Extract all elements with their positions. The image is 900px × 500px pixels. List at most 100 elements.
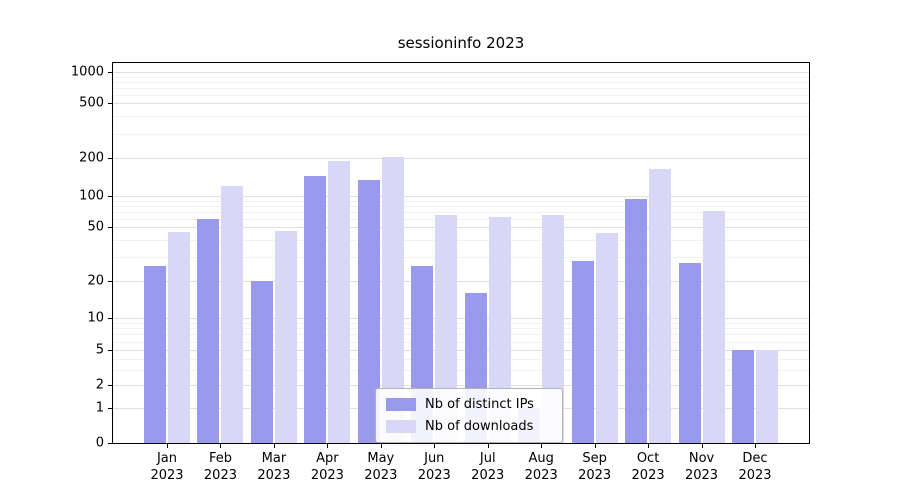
x-tick-mark <box>487 444 489 448</box>
legend: Nb of distinct IPs Nb of downloads <box>375 388 563 443</box>
legend-item-distinct-ips: Nb of distinct IPs <box>386 397 552 412</box>
x-tick-mark <box>327 444 329 448</box>
bar-downloads-jun <box>435 215 458 443</box>
minor-gridline <box>113 87 809 89</box>
bar-downloads-apr <box>328 160 351 443</box>
bar-downloads-aug <box>542 215 565 443</box>
bar-distinct-ips-jan <box>144 265 166 443</box>
y-tick-label: 10 <box>87 310 104 326</box>
major-gridline <box>113 385 809 386</box>
y-tick-mark <box>108 281 112 282</box>
bar-downloads-jul <box>488 217 511 443</box>
x-tick-mark <box>755 444 756 448</box>
x-tick-label: May 2023 <box>364 451 398 484</box>
x-tick-mark <box>541 444 543 448</box>
bar-downloads-sep <box>595 233 618 443</box>
minor-gridline <box>113 369 809 371</box>
minor-gridline <box>113 257 809 259</box>
minor-gridline <box>113 341 809 343</box>
bar-distinct-ips-sep <box>571 261 594 443</box>
y-tick-label: 20 <box>87 273 104 289</box>
minor-gridline <box>113 328 809 330</box>
y-tick-mark <box>108 103 112 104</box>
legend-label-downloads: Nb of downloads <box>425 419 534 434</box>
minor-gridline <box>113 200 809 202</box>
x-tick-mark <box>220 444 222 448</box>
y-tick-mark <box>108 443 112 444</box>
minor-gridline <box>113 358 809 360</box>
major-gridline <box>113 227 809 228</box>
major-gridline <box>113 281 809 282</box>
y-tick-mark <box>108 385 112 386</box>
x-tick-mark <box>167 444 168 448</box>
minor-gridline <box>113 322 809 324</box>
x-tick-label: Aug 2023 <box>524 451 558 484</box>
y-tick-mark <box>108 350 112 351</box>
y-tick-mark <box>108 158 112 159</box>
y-tick-mark <box>108 318 112 319</box>
y-tick-label: 1000 <box>70 64 104 80</box>
minor-gridline <box>113 240 809 242</box>
bar-distinct-ips-dec <box>732 350 754 443</box>
legend-swatch-distinct-ips <box>386 398 416 411</box>
major-gridline <box>113 158 809 159</box>
x-tick-label: Jan 2023 <box>150 451 184 484</box>
x-tick-mark <box>594 444 596 448</box>
x-tick-label: Apr 2023 <box>310 451 344 484</box>
x-tick-mark <box>273 444 275 448</box>
bar-downloads-may <box>381 156 404 443</box>
y-tick-mark <box>108 72 112 73</box>
y-tick-label: 500 <box>79 95 104 111</box>
x-tick-mark <box>434 444 436 448</box>
bar-downloads-dec <box>756 350 778 443</box>
minor-gridline <box>113 211 809 213</box>
x-tick-label: Mar 2023 <box>257 451 291 484</box>
minor-gridline <box>113 116 809 118</box>
bar-downloads-oct <box>649 168 672 443</box>
major-gridline <box>113 72 809 73</box>
x-tick-mark <box>648 444 650 448</box>
minor-gridline <box>113 218 809 220</box>
x-tick-mark <box>380 444 382 448</box>
bar-downloads-feb <box>221 186 244 443</box>
minor-gridline <box>113 133 809 135</box>
x-tick-label: Dec 2023 <box>738 451 772 484</box>
x-tick-label: Jul 2023 <box>471 451 505 484</box>
minor-gridline <box>113 81 809 83</box>
legend-label-distinct-ips: Nb of distinct IPs <box>425 397 534 412</box>
bar-distinct-ips-may <box>357 179 380 443</box>
plot-area: Nb of distinct IPs Nb of downloads <box>112 62 810 444</box>
x-tick-label: Nov 2023 <box>684 451 719 484</box>
y-tick-mark <box>108 408 112 409</box>
x-tick-label: Oct 2023 <box>631 451 665 484</box>
y-tick-label: 50 <box>87 219 104 235</box>
y-tick-label: 200 <box>79 150 104 166</box>
bar-downloads-nov <box>702 210 725 443</box>
legend-item-downloads: Nb of downloads <box>386 419 552 434</box>
major-gridline <box>113 103 809 104</box>
y-tick-label: 5 <box>95 342 104 358</box>
y-tick-label: 1 <box>95 400 104 416</box>
bar-downloads-mar <box>274 230 297 443</box>
major-gridline <box>113 196 809 197</box>
bar-distinct-ips-nov <box>678 263 701 443</box>
bar-distinct-ips-mar <box>250 281 273 443</box>
y-tick-mark <box>108 227 112 228</box>
minor-gridline <box>113 334 809 336</box>
x-tick-label: Sep 2023 <box>578 451 612 484</box>
x-tick-label: Jun 2023 <box>417 451 451 484</box>
bar-distinct-ips-apr <box>304 175 327 443</box>
minor-gridline <box>113 205 809 207</box>
chart-title: sessioninfo 2023 <box>397 34 525 52</box>
x-tick-label: Feb 2023 <box>203 451 237 484</box>
x-tick-mark <box>701 444 703 448</box>
y-tick-mark <box>108 196 112 197</box>
y-tick-label: 100 <box>79 188 104 204</box>
bar-distinct-ips-feb <box>197 218 220 443</box>
legend-swatch-downloads <box>386 420 416 433</box>
major-gridline <box>113 350 809 351</box>
y-tick-label: 2 <box>95 377 104 393</box>
minor-gridline <box>113 94 809 96</box>
bar-distinct-ips-oct <box>625 199 648 443</box>
